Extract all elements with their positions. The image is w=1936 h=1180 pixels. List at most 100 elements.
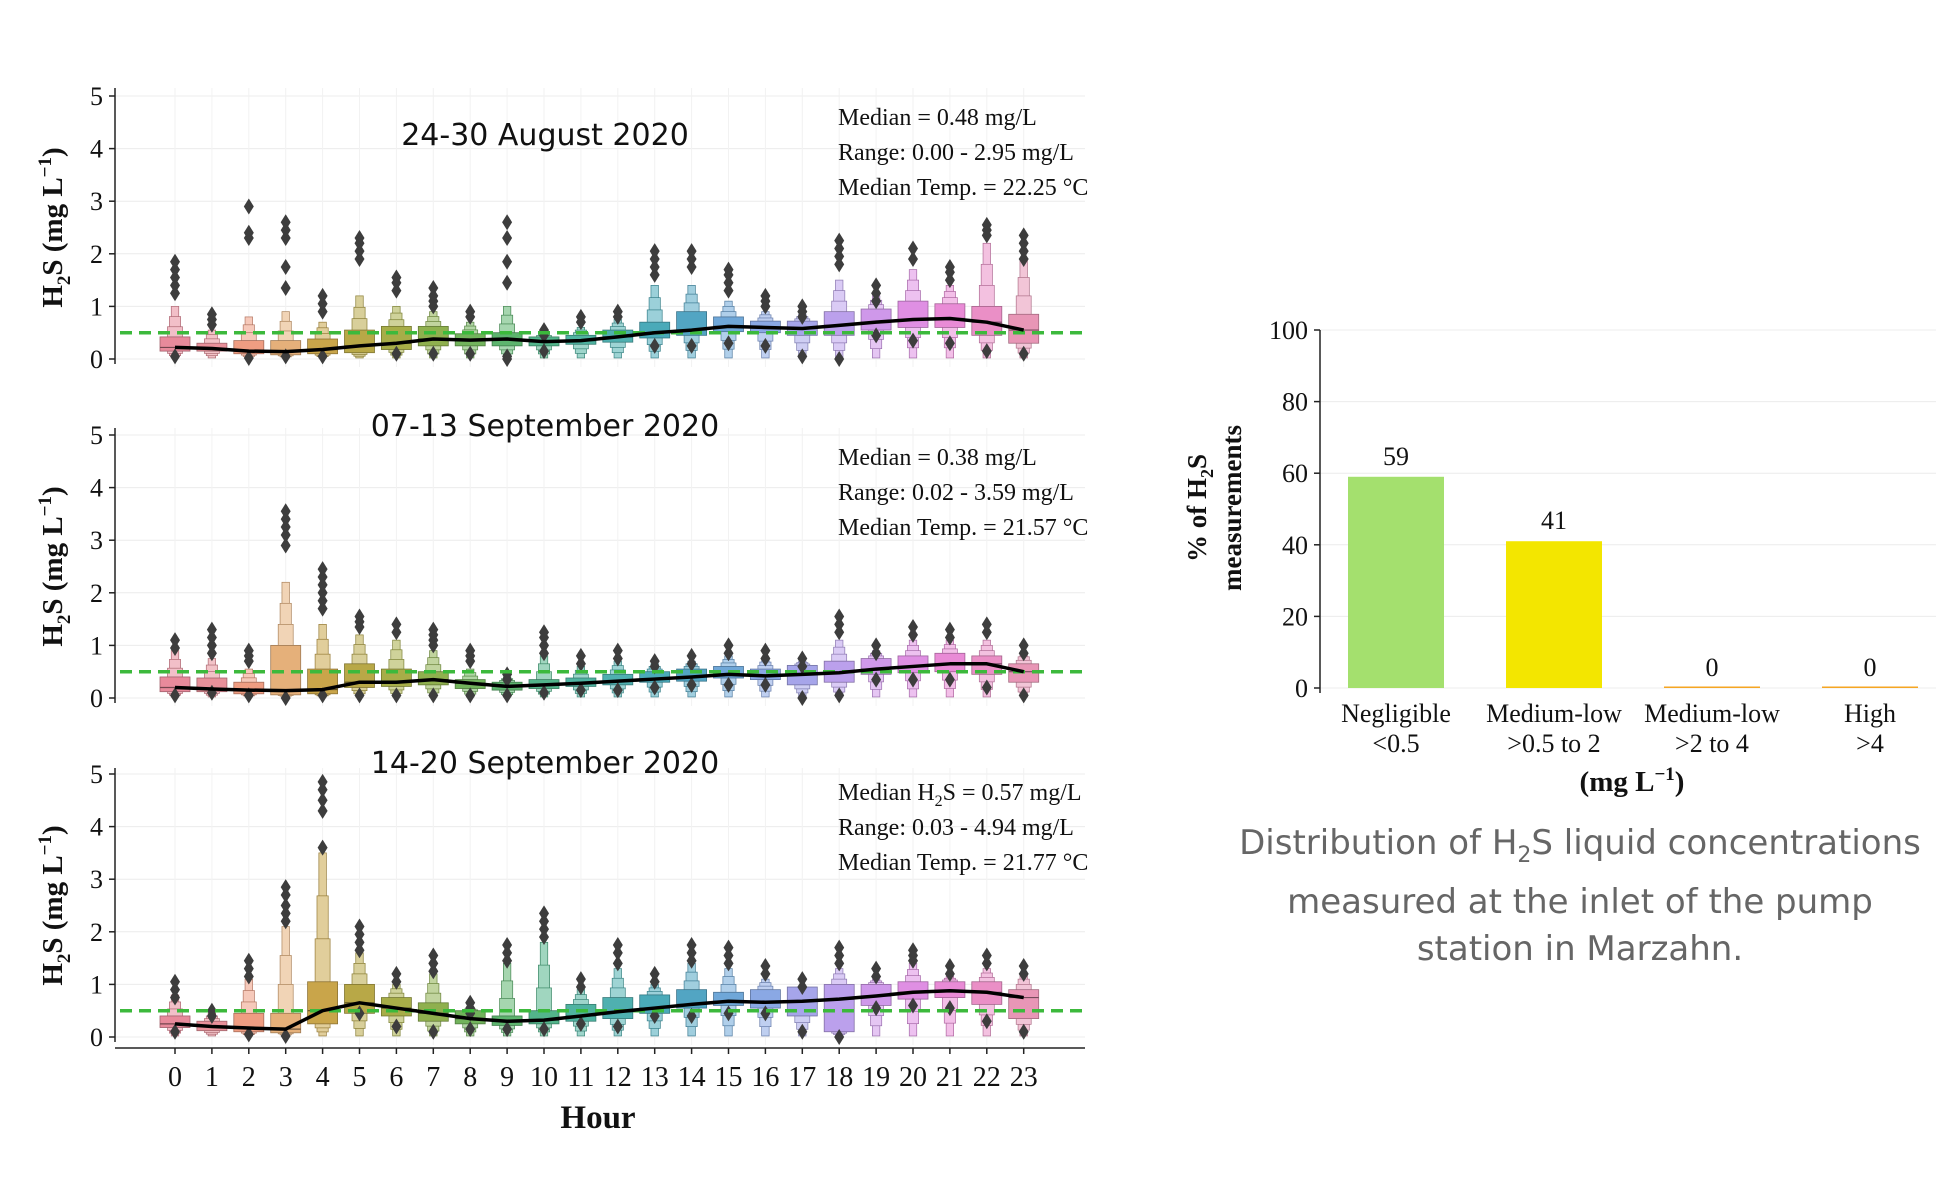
outlier-marker xyxy=(871,637,882,654)
bar-value-label: 59 xyxy=(1383,442,1409,471)
hour-7-boxen xyxy=(417,279,449,362)
hour-20-boxen xyxy=(897,942,929,1037)
outlier-marker xyxy=(391,965,402,982)
x-tick-label: 9 xyxy=(500,1062,514,1093)
hour-18-boxen xyxy=(823,608,855,704)
outlier-marker xyxy=(502,936,513,953)
outlier-marker xyxy=(981,1013,992,1030)
hour-22-boxen xyxy=(971,616,1003,698)
x-tick-label: 18 xyxy=(825,1062,853,1093)
bar-value-label: 41 xyxy=(1541,506,1567,535)
x-tick-label: 0 xyxy=(168,1062,182,1093)
y-tick-label: 4 xyxy=(90,474,103,503)
boxen-main-box xyxy=(602,997,634,1019)
x-tick-label: 19 xyxy=(862,1062,890,1093)
outlier-marker xyxy=(465,1021,476,1038)
hour-3-boxen xyxy=(270,214,302,365)
outlier-marker xyxy=(649,653,660,670)
outlier-marker xyxy=(686,676,697,693)
outlier-marker xyxy=(908,671,918,688)
hour-12-boxen xyxy=(602,303,634,359)
outlier-marker xyxy=(612,1018,623,1035)
hour-12-boxen xyxy=(602,936,634,1037)
hour-6-boxen xyxy=(380,965,412,1037)
x-tick-label: 15 xyxy=(715,1062,743,1093)
hour-20-boxen xyxy=(897,618,929,698)
hour-0-boxen xyxy=(159,973,191,1040)
outlier-marker xyxy=(686,936,697,953)
hour-19-boxen xyxy=(860,960,892,1037)
x-tick-label: 22 xyxy=(973,1062,1001,1093)
outlier-marker xyxy=(428,345,439,362)
outlier-marker xyxy=(871,960,882,977)
outlier-marker xyxy=(686,647,697,664)
hour-22-boxen xyxy=(971,216,1003,360)
outlier-marker xyxy=(981,947,992,964)
hour-5-boxen xyxy=(344,608,375,704)
boxen-main-box xyxy=(713,316,744,333)
outlier-marker xyxy=(612,642,623,659)
outlier-marker xyxy=(834,351,845,367)
outlier-marker xyxy=(354,687,365,704)
hour-17-boxen xyxy=(786,971,818,1040)
outlier-marker xyxy=(280,897,291,914)
hour-19-boxen xyxy=(860,277,892,359)
boxen-main-box xyxy=(750,989,781,1009)
y-tick-label: 4 xyxy=(90,813,103,842)
outlier-marker xyxy=(280,1027,291,1044)
outlier-marker xyxy=(575,1015,586,1032)
hour-21-boxen xyxy=(934,957,966,1037)
outlier-marker xyxy=(391,616,402,633)
hour-13-boxen xyxy=(639,653,671,698)
x-tick-label: 6 xyxy=(389,1062,403,1093)
outlier-marker xyxy=(1018,345,1029,362)
x-category-label: Medium-low xyxy=(1644,699,1780,728)
x-category-sublabel: >2 to 4 xyxy=(1675,729,1749,758)
outlier-marker xyxy=(612,936,623,953)
outlier-marker xyxy=(317,773,328,790)
outlier-marker xyxy=(317,839,328,856)
outlier-marker xyxy=(391,1018,402,1035)
hour-22-boxen xyxy=(971,947,1003,1037)
outlier-marker xyxy=(317,348,328,365)
outlier-marker xyxy=(797,1023,808,1040)
y-axis-label-line2: measurements xyxy=(1217,425,1247,591)
y-tick-label: 3 xyxy=(90,865,103,894)
outlier-marker xyxy=(428,621,439,638)
hour-14-boxen xyxy=(676,936,707,1037)
outlier-marker xyxy=(170,1023,180,1040)
outlier-marker xyxy=(908,332,918,349)
x-tick-label: 16 xyxy=(751,1062,779,1093)
median-trend-line xyxy=(174,316,1025,354)
y-tick-label: 0 xyxy=(90,1023,103,1052)
hour-23-boxen xyxy=(1008,227,1040,362)
outlier-marker xyxy=(317,802,328,819)
y-tick-label: 2 xyxy=(90,918,103,947)
outlier-marker xyxy=(539,624,549,641)
y-tick-label: 60 xyxy=(1282,459,1308,488)
outlier-marker xyxy=(1018,1023,1029,1040)
outlier-marker xyxy=(834,1029,845,1045)
x-category-sublabel: >0.5 to 2 xyxy=(1507,729,1600,758)
bar-1 xyxy=(1348,476,1444,688)
y-tick-label: 80 xyxy=(1282,388,1308,417)
outlier-marker xyxy=(391,687,402,704)
hour-13-boxen xyxy=(639,243,671,359)
outlier-marker xyxy=(243,642,254,659)
y-tick-label: 5 xyxy=(90,421,103,450)
outlier-marker xyxy=(243,1026,254,1043)
outlier-marker xyxy=(391,269,402,286)
y-tick-label: 1 xyxy=(90,631,103,660)
temperature-stat: Median Temp. = 21.77 °C xyxy=(838,850,1088,876)
hour-4-boxen xyxy=(307,561,339,704)
hour-16-boxen xyxy=(750,642,781,698)
outlier-marker xyxy=(649,679,660,696)
outlier-marker xyxy=(428,687,439,704)
outlier-marker xyxy=(354,608,365,625)
hour-10-boxen xyxy=(528,624,560,701)
hour-3-boxen xyxy=(270,879,302,1044)
outlier-marker xyxy=(243,952,254,969)
outlier-marker xyxy=(612,682,623,699)
outlier-marker xyxy=(908,618,918,635)
outlier-marker xyxy=(280,214,291,231)
